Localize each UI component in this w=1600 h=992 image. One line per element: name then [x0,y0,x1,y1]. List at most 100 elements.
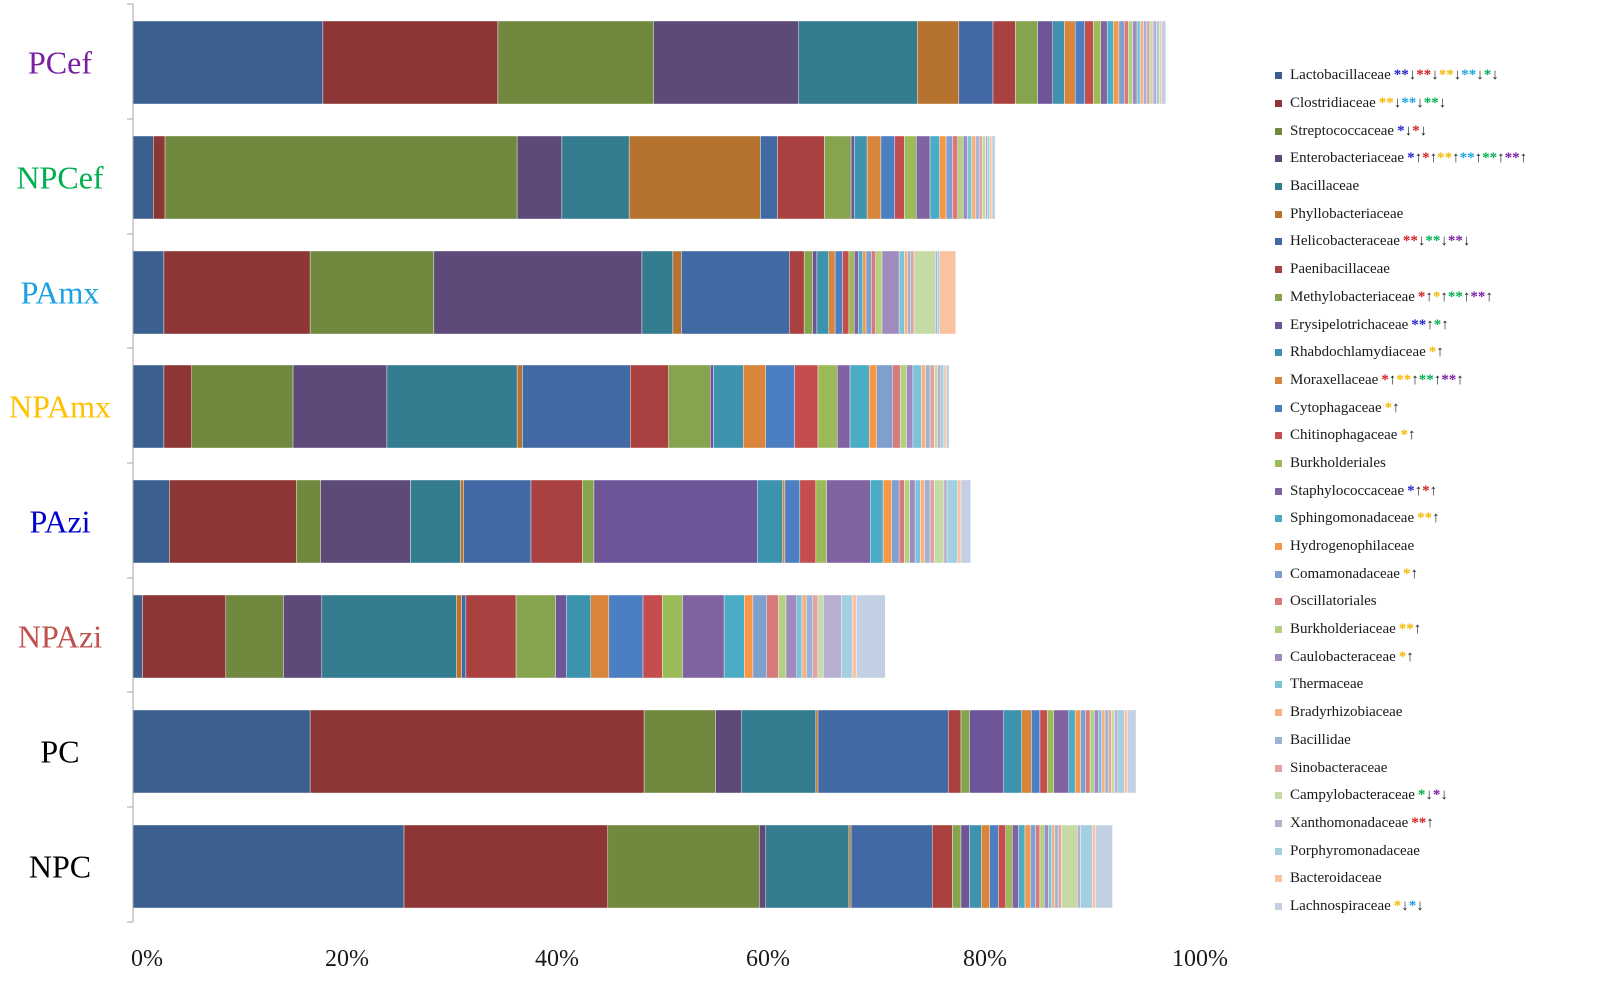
legend-label: Oscillatoriales [1290,593,1377,610]
bar-segment-pcef [958,20,994,105]
category-label-pcef: PCef [28,45,92,81]
legend-label: Sinobacteraceae [1290,759,1388,776]
bar-segment-npc [981,824,991,909]
bar-segment-pcef [322,20,499,105]
bar-segment-pamx [812,250,818,335]
significance-markers: *↑ [1400,427,1416,444]
legend-label: Bacillidae [1290,731,1351,748]
bar-segment-pcef [1149,20,1154,105]
bar-segment-pcef [1132,20,1138,105]
significance-markers: *↓*↓ [1397,122,1428,139]
bar-segment-npamx [837,364,851,449]
bar-segment-pc [1039,709,1048,794]
legend-item: Bacillaceae [1275,173,1595,201]
bar-segment-npc [960,824,970,909]
legend-label: Porphyromonadaceae [1290,842,1420,859]
bar-segment-pazi [782,479,786,564]
bar-segment-pcef [1084,20,1094,105]
bar-segment-npamx [817,364,838,449]
legend-swatch [1275,349,1282,357]
legend-item: Porphyromonadaceae [1275,837,1595,865]
legend-swatch [1275,819,1282,827]
legend-item: Moraxellaceae *↑**↑**↑**↑ [1275,367,1595,395]
category-label-pazi: PAzi [29,504,90,540]
bar-segment-npc [1030,824,1036,909]
significance-markers: *↑ [1402,565,1418,582]
bar-segment-npazi [142,594,227,679]
bar-segment-npamx [163,364,192,449]
bar-segment-pc [1127,709,1137,794]
bar-segment-pamx [910,250,915,335]
bar-segment-pazi [934,479,945,564]
bar-segment-npamx [945,364,950,449]
legend-item: Lachnospiraceae *↓*↓ [1275,893,1595,921]
legend-label: Burkholderiales [1290,454,1386,471]
bar-segment-pazi [904,479,910,564]
bar-segment-pcef [1106,20,1114,105]
category-label-npc: NPC [29,849,91,885]
bar-segment-npamx [892,364,901,449]
significance-markers: *↑ [1384,399,1400,416]
bar-segment-npazi [851,594,857,679]
bar-segment-pamx [904,250,908,335]
x-tick-label: 60% [746,946,790,972]
bar-segment-pc [1021,709,1032,794]
significance-markers: *↑*↑ [1407,482,1438,499]
bar-segment-pazi [582,479,595,564]
legend-item: Helicobacteraceae **↓**↓**↓ [1275,228,1595,256]
bar-segment-pamx [935,250,938,335]
bar-segment-pcef [1152,20,1157,105]
bar-segment-npamx [921,364,926,449]
category-label-pc: PC [40,734,79,770]
bar-segment-npcef [945,135,953,220]
bar-segment-pcef [1143,20,1147,105]
legend-item: Methylobacteriaceae *↑*↑**↑**↑ [1275,284,1595,312]
bar-segment-pcef [1037,20,1053,105]
bars-group [132,20,1167,909]
bar-segment-pamx [681,250,790,335]
bar-segment-pcef [1140,20,1144,105]
bar-segment-npc [132,824,405,909]
bar-segment-pc [1031,709,1041,794]
bar-segment-pazi [169,479,297,564]
bar-segment-npc [989,824,999,909]
bar-segment-npcef [164,135,518,220]
legend-swatch [1275,736,1282,744]
legend-swatch [1275,127,1282,135]
bar-segment-npcef [939,135,947,220]
legend-swatch [1275,764,1282,772]
legend-item: Thermaceae [1275,671,1595,699]
bar-segment-pcef [1128,20,1133,105]
legend-item: Bradyrhizobiaceae [1275,699,1595,727]
bar-segment-pamx [907,250,912,335]
bar-segment-npazi [642,594,663,679]
bar-segment-npcef [957,135,964,220]
significance-markers: **↓**↓**↓ [1402,233,1471,250]
bar-segment-pamx [881,250,900,335]
bar-segment-pazi [882,479,892,564]
legend-item: Caulobacteraceae *↑ [1275,643,1595,671]
bar-segment-npamx [710,364,714,449]
bar-segment-pcef [1100,20,1108,105]
bar-segment-npcef [987,135,991,220]
bar-segment-npamx [929,364,935,449]
bar-segment-npamx [794,364,819,449]
bar-segment-pamx [803,250,813,335]
bar-segment-npamx [292,364,388,449]
bar-segment-pc [132,709,311,794]
legend-swatch [1275,626,1282,634]
bar-segment-npazi [823,594,842,679]
bar-segment-pc [815,709,819,794]
bar-segment-pcef [917,20,960,105]
bar-segment-npc [1044,824,1049,909]
significance-markers: **↑*↑ [1411,316,1449,333]
bar-segment-npc [998,824,1007,909]
bar-segment-pazi [957,479,962,564]
bar-segment-npazi [841,594,853,679]
bar-segment-npcef [132,135,154,220]
legend-item: Oscillatoriales [1275,588,1595,616]
legend-item: Paenibacillaceae [1275,256,1595,284]
legend-label: Methylobacteriaceae [1290,288,1415,305]
bar-segment-npamx [386,364,518,449]
legend-swatch [1275,709,1282,717]
